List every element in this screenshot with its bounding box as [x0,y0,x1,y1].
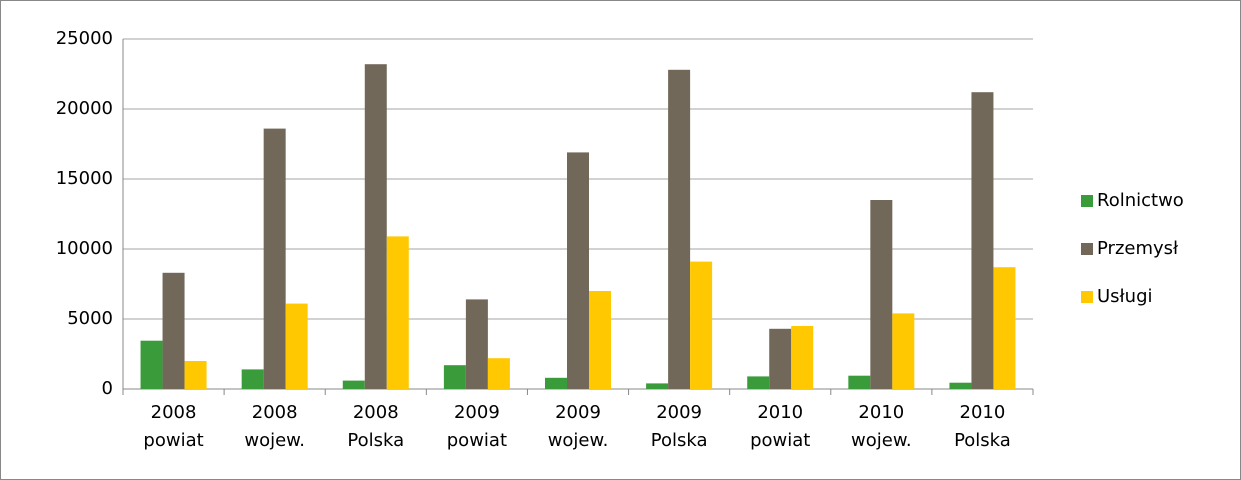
bar [386,236,409,389]
bar [567,152,589,389]
bar [342,380,365,389]
x-tick-label: wojew. [244,430,305,451]
bar [949,382,972,389]
legend-label: Przemysł [1097,238,1179,259]
bar [993,267,1016,389]
bar [791,326,814,389]
legend-swatch [1081,243,1093,255]
bar [690,261,713,389]
x-tick-label: Polska [954,430,1011,451]
bar [162,272,185,389]
y-tick-label: 0 [102,378,113,399]
bar [487,358,510,389]
bar [140,340,163,389]
legend-swatch [1081,195,1093,207]
x-tick-label: 2008 [151,402,197,423]
y-tick-label: 5000 [67,308,113,329]
legend-swatch [1081,291,1093,303]
bar [364,64,387,389]
x-tick-label: wojew. [548,430,609,451]
x-tick-label: 2008 [252,402,298,423]
bar [465,299,488,389]
bar [769,328,792,389]
x-tick-label: 2009 [454,402,500,423]
x-tick-label: wojew. [851,430,912,451]
bar [184,361,207,389]
bar [747,376,770,389]
bar [892,313,915,389]
y-tick-label: 15000 [56,168,113,189]
bar [971,92,994,389]
bar [285,303,308,389]
legend-label: Rolnictwo [1097,190,1184,211]
bar [263,128,286,389]
x-tick-label: 2010 [757,402,803,423]
x-tick-label: 2010 [858,402,904,423]
x-tick-label: powiat [447,430,507,451]
x-tick-label: 2010 [960,402,1006,423]
legend-label: Usługi [1097,286,1153,307]
x-tick-label: powiat [750,430,810,451]
x-tick-label: Polska [347,430,404,451]
y-tick-label: 10000 [56,238,113,259]
x-tick-label: 2008 [353,402,399,423]
bar [443,365,466,389]
x-tick-label: 2009 [555,402,601,423]
bar [668,69,691,390]
y-tick-label: 25000 [56,28,113,49]
x-tick-label: 2009 [656,402,702,423]
bar [589,291,611,389]
bar [241,369,264,389]
y-tick-label: 20000 [56,98,113,119]
x-tick-label: powiat [143,430,203,451]
bar [646,383,669,389]
bar [870,200,893,389]
x-tick-label: Polska [651,430,708,451]
bar [545,377,567,389]
bar [848,375,871,389]
